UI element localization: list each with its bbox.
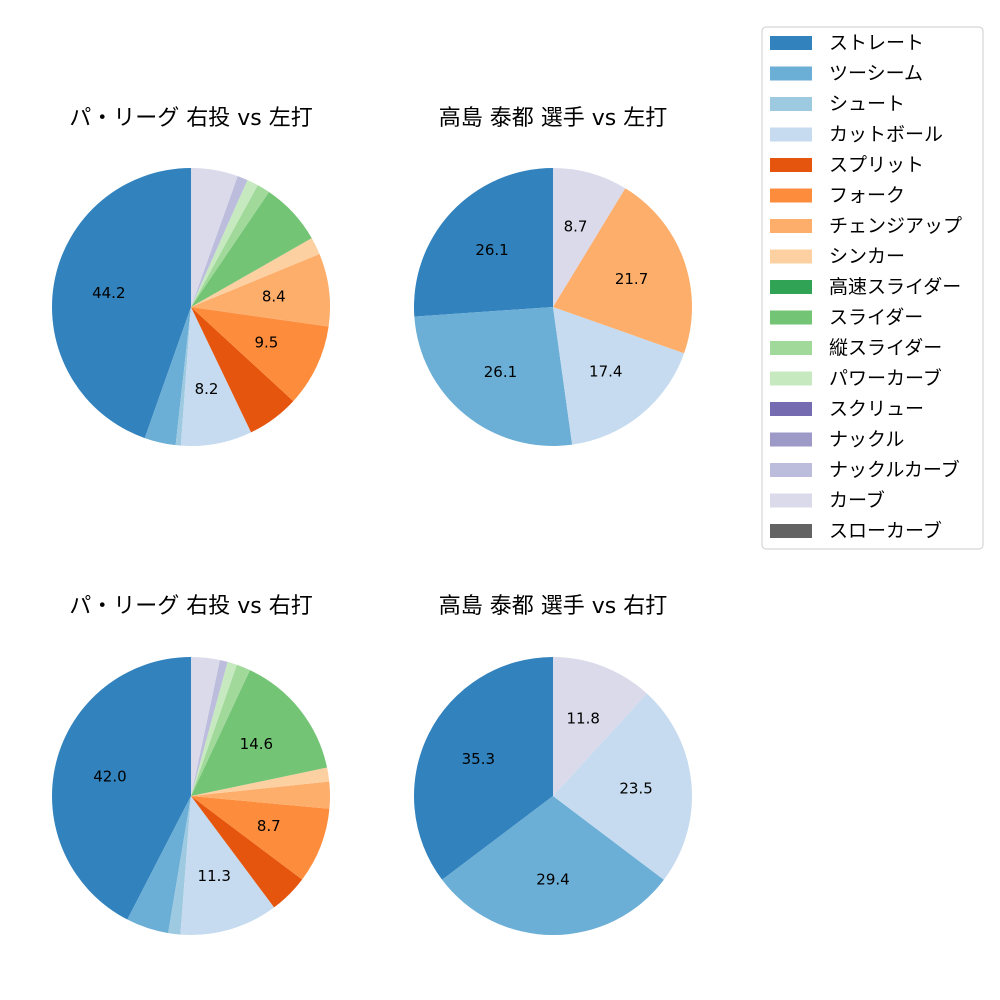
legend-swatch xyxy=(770,249,812,264)
pie-slice xyxy=(553,693,692,880)
legend: ストレートツーシームシュートカットボールスプリットフォークチェンジアップシンカー… xyxy=(761,26,984,550)
legend-label: シュート xyxy=(829,93,905,115)
pie-slice xyxy=(51,168,192,439)
pie-slice xyxy=(414,657,553,880)
legend-swatch xyxy=(770,158,812,172)
pie-slice xyxy=(191,670,328,796)
pie-slice xyxy=(191,185,270,307)
legend-label: 高速スライダー xyxy=(829,276,961,298)
slice-value-label: 11.3 xyxy=(198,867,231,885)
slice-value-label: 26.1 xyxy=(475,241,508,259)
legend-swatch xyxy=(770,66,812,81)
pie-slice xyxy=(191,661,237,796)
slice-value-label: 21.7 xyxy=(615,270,648,288)
legend-swatch xyxy=(770,310,812,325)
pie-slice xyxy=(175,307,191,446)
pie-slice xyxy=(144,307,191,446)
pie-chart-takashima-vs-left: 高島 泰都 選手 vs 左打 26.1 26.1 17.4 21.7 8.7 xyxy=(413,106,693,446)
pie-slice xyxy=(553,188,693,354)
pie-slice xyxy=(553,307,685,445)
slice-value-label: 8.7 xyxy=(564,218,588,236)
pie-slice xyxy=(191,307,294,433)
slice-value-label: 44.2 xyxy=(92,284,125,302)
legend-swatch xyxy=(770,97,812,111)
pie-slice xyxy=(51,657,191,920)
pie-slice xyxy=(553,657,647,796)
pie-slice xyxy=(191,657,220,796)
slice-value-label: 14.6 xyxy=(240,735,273,753)
legend-label: ナックルカーブ xyxy=(829,458,960,481)
chart-title: パ・リーグ 右投 vs 右打 xyxy=(69,594,312,619)
legend-swatch xyxy=(770,524,812,538)
legend-label: カットボール xyxy=(829,124,943,146)
pie-slice xyxy=(180,307,252,446)
legend-label: 縦スライダー xyxy=(829,337,942,359)
legend-label: ツーシーム xyxy=(829,63,923,85)
legend-label: カーブ xyxy=(829,489,885,512)
legend-label: スクリュー xyxy=(829,398,924,420)
slice-value-label: 17.4 xyxy=(589,363,622,381)
pie-slice xyxy=(553,168,626,307)
pie-chart-league-vs-right: パ・リーグ 右投 vs 右打 42.0 11.3 8.7 14.6 xyxy=(51,594,330,936)
legend-swatch xyxy=(770,402,812,416)
chart-title: パ・リーグ 右投 vs 左打 xyxy=(69,106,312,131)
slice-value-label: 8.7 xyxy=(257,817,281,835)
pie-slice xyxy=(191,168,238,307)
legend-label: フォーク xyxy=(829,185,905,207)
slice-value-label: 8.4 xyxy=(262,288,286,306)
slice-value-label: 11.8 xyxy=(567,709,600,727)
pie-chart-takashima-vs-right: 高島 泰都 選手 vs 右打 35.3 29.4 23.5 11.8 xyxy=(414,594,692,935)
legend-swatch xyxy=(770,188,812,203)
pie-slice xyxy=(191,238,320,307)
legend-swatch xyxy=(770,371,812,386)
pie-slice xyxy=(180,796,275,936)
pie-slice xyxy=(168,796,191,935)
legend-label: チェンジアップ xyxy=(829,215,962,237)
slice-value-label: 35.3 xyxy=(462,750,495,768)
pie-slice xyxy=(191,191,312,307)
legend-swatch xyxy=(770,36,812,50)
legend-frame xyxy=(761,26,984,550)
slice-value-label: 29.4 xyxy=(536,870,569,888)
legend-label: シンカー xyxy=(829,246,905,268)
pie-slice xyxy=(191,796,303,908)
pie-slice xyxy=(191,253,330,327)
pie-slice xyxy=(191,796,330,880)
legend-swatch xyxy=(770,432,812,447)
legend-label: スローカーブ xyxy=(829,519,942,542)
pie-slice xyxy=(191,179,258,307)
pie-chart-league-vs-left: パ・リーグ 右投 vs 左打 44.2 8.2 9.5 8.4 xyxy=(51,106,330,446)
slice-value-label: 42.0 xyxy=(93,767,126,785)
pie-slice xyxy=(127,796,191,934)
legend-label: スライダー xyxy=(829,307,923,329)
slice-value-label: 8.2 xyxy=(195,380,219,398)
pie-slice xyxy=(191,767,330,796)
slice-value-label: 23.5 xyxy=(619,779,652,797)
pie-slice xyxy=(191,660,228,796)
legend-swatch xyxy=(770,463,812,477)
legend-swatch xyxy=(770,127,812,142)
chart-title: 高島 泰都 選手 vs 左打 xyxy=(439,106,667,131)
pie-slice xyxy=(413,168,553,317)
legend-swatch xyxy=(770,219,812,233)
legend-label: パワーカーブ xyxy=(829,367,942,390)
legend-label: ナックル xyxy=(829,429,904,451)
pie-slice xyxy=(191,176,248,307)
slice-value-label: 9.5 xyxy=(254,334,278,352)
pie-slice xyxy=(191,664,250,796)
legend-swatch xyxy=(770,280,812,294)
legend-label: スプリット xyxy=(829,154,924,176)
legend-swatch xyxy=(770,493,812,508)
legend-swatch xyxy=(770,341,812,355)
chart-title: 高島 泰都 選手 vs 右打 xyxy=(439,594,667,619)
legend-label: ストレート xyxy=(829,32,924,54)
slice-value-label: 26.1 xyxy=(484,363,517,381)
pie-slice xyxy=(191,781,330,809)
pie-slice xyxy=(442,796,664,935)
pie-slice xyxy=(191,307,329,402)
pie-slice xyxy=(414,307,573,446)
